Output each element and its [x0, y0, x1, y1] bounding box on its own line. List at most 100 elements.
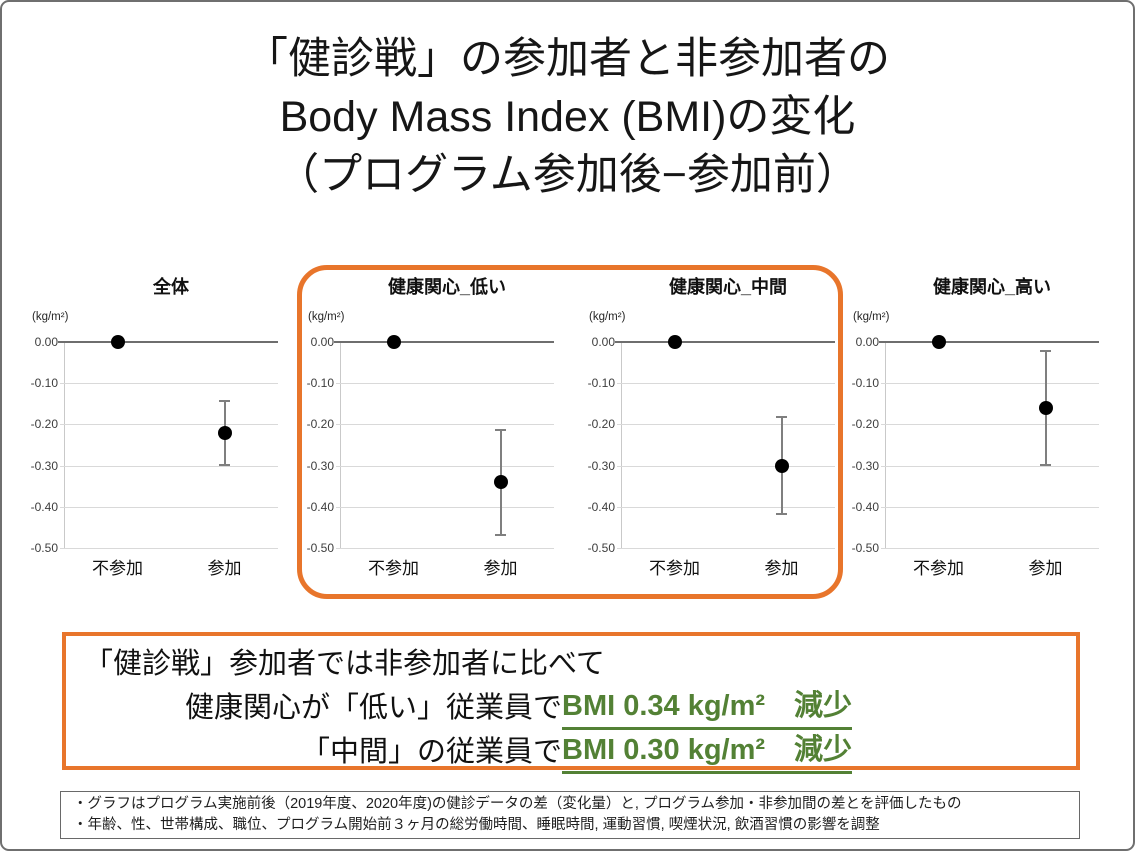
x-category-label: 不参加	[913, 559, 964, 578]
chart-interest-low: 健康関心_低い (kg/m²) 0.00 -0.10 -0.20 -0.30 -0.40…	[296, 264, 554, 580]
gridline	[336, 424, 554, 426]
gridline	[617, 383, 835, 385]
footnote-box: ・グラフはプログラム実施前後（2019年度、2020年度)の健診データの差（変化…	[60, 791, 1080, 839]
chart-title: 健康関心_低い	[387, 277, 506, 297]
conclusion-line-2: 健康関心が「低い」従業員で BMI 0.34 kg/m² 減少	[66, 686, 1076, 730]
y-tick-label: -0.40	[306, 499, 334, 514]
data-point	[217, 425, 232, 440]
y-tick-label: -0.50	[851, 541, 879, 555]
gridline	[617, 548, 835, 549]
y-tick-label: -0.50	[30, 541, 58, 555]
gridline	[336, 548, 554, 549]
y-axis-line	[340, 342, 341, 548]
y-axis-line	[885, 342, 886, 548]
x-category-label: 不参加	[92, 559, 143, 578]
y-tick-label: 0.00	[34, 335, 58, 349]
gridline	[336, 383, 554, 385]
data-point	[493, 475, 508, 490]
chart-interest-middle: 健康関心_中間 (kg/m²) 0.00 -0.10 -0.20 -0.30 -0.40…	[577, 264, 835, 580]
x-axis-labels: 不参加 参加	[340, 554, 554, 580]
slide-title-line-3: （プログラム参加後−参加前）	[276, 151, 859, 199]
y-tick-label: -0.20	[30, 417, 58, 432]
conclusion-line-2-prefix: 健康関心が「低い」従業員で	[184, 692, 562, 724]
slide-title-line-2: Body Mass Index (BMI)の変化	[279, 93, 856, 141]
gridline	[60, 383, 278, 385]
slide-title-line-1: 「健診戦」の参加者と非参加者の	[245, 35, 890, 83]
data-point	[386, 335, 401, 349]
gridline	[881, 424, 1099, 426]
gridline	[336, 465, 554, 467]
y-axis-tick-labels: 0.00 -0.10 -0.20 -0.30 -0.40 -0.50	[296, 335, 340, 555]
plot-area	[879, 335, 1099, 549]
data-point	[931, 335, 946, 349]
y-tick-label: 0.00	[591, 335, 615, 349]
x-category-label: 参加	[483, 559, 518, 578]
data-point	[774, 458, 789, 473]
gridline	[60, 465, 278, 467]
gridline	[60, 424, 278, 426]
error-bar-cap-bottom	[1040, 463, 1051, 466]
conclusion-line-3-result: BMI 0.30 kg/m² 減少	[562, 730, 853, 774]
x-category-label: 不参加	[649, 559, 700, 578]
plot-area	[58, 335, 278, 549]
y-axis-line	[621, 342, 622, 548]
y-tick-label: -0.40	[30, 499, 58, 514]
y-axis-tick-labels: 0.00 -0.10 -0.20 -0.30 -0.40 -0.50	[20, 335, 64, 555]
y-tick-label: -0.20	[587, 417, 615, 432]
chart-title: 健康関心_中間	[668, 277, 787, 297]
chart-title: 健康関心_高い	[932, 277, 1051, 297]
conclusion-box: 「健診戦」参加者では非参加者に比べて 健康関心が「低い」従業員で BMI 0.3…	[62, 632, 1080, 774]
gridline	[60, 548, 278, 549]
gridline	[881, 465, 1099, 467]
y-tick-label: -0.30	[587, 458, 615, 473]
gridline	[617, 506, 835, 508]
y-tick-label: -0.50	[306, 541, 334, 555]
gridline	[617, 465, 835, 467]
x-category-label: 不参加	[368, 559, 419, 578]
gridline	[881, 548, 1099, 549]
error-bar-cap-bottom	[495, 533, 506, 536]
y-tick-label: -0.10	[587, 376, 615, 391]
x-category-label: 参加	[207, 559, 242, 578]
chart-title: 全体	[153, 277, 189, 297]
y-tick-label: -0.30	[30, 458, 58, 473]
chart-interest-high: 健康関心_高い (kg/m²) 0.00 -0.10 -0.20 -0.30 -0.40…	[841, 264, 1099, 580]
y-axis-unit-label: (kg/m²)	[853, 311, 890, 323]
gridline	[881, 506, 1099, 508]
error-bar-cap-top	[219, 399, 230, 402]
zero-axis-line	[334, 341, 554, 343]
y-axis-tick-labels: 0.00 -0.10 -0.20 -0.30 -0.40 -0.50	[577, 335, 621, 555]
zero-axis-line	[615, 341, 835, 343]
data-point	[110, 335, 125, 349]
conclusion-line-2-result: BMI 0.34 kg/m² 減少	[562, 686, 853, 730]
conclusion-line-3-prefix: 「中間」の従業員で	[300, 736, 562, 768]
y-tick-label: -0.30	[306, 458, 334, 473]
slide-title: 「健診戦」の参加者と非参加者の Body Mass Index (BMI)の変化…	[2, 30, 1133, 204]
data-point	[667, 335, 682, 349]
conclusion-line-1: 「健診戦」参加者では非参加者に比べて	[84, 648, 605, 680]
y-tick-label: -0.10	[306, 376, 334, 391]
x-category-label: 参加	[764, 559, 799, 578]
y-tick-label: -0.20	[306, 417, 334, 432]
error-bar-cap-top	[776, 416, 787, 419]
error-bar-cap-bottom	[219, 463, 230, 466]
gridline	[881, 383, 1099, 385]
y-axis-unit-label: (kg/m²)	[308, 311, 345, 323]
footnote-line-1: ・グラフはプログラム実施前後（2019年度、2020年度)の健診データの差（変化…	[73, 796, 962, 812]
y-axis-tick-labels: 0.00 -0.10 -0.20 -0.30 -0.40 -0.50	[841, 335, 885, 555]
gridline	[60, 506, 278, 508]
y-tick-label: 0.00	[855, 335, 879, 349]
orange-highlight-frame	[297, 265, 843, 599]
zero-axis-line	[58, 341, 278, 343]
footnote-line-2: ・年齢、性、世帯構成、職位、プログラム開始前３ヶ月の総労働時間、睡眠時間, 運動…	[73, 817, 880, 833]
gridline	[617, 424, 835, 426]
y-tick-label: 0.00	[310, 335, 334, 349]
x-category-label: 参加	[1028, 559, 1063, 578]
chart-overall: 全体 (kg/m²) 0.00 -0.10 -0.20 -0.30 -0.40 -0.50…	[20, 264, 278, 580]
y-tick-label: -0.30	[851, 458, 879, 473]
error-bar-cap-top	[495, 428, 506, 431]
y-tick-label: -0.40	[851, 499, 879, 514]
y-axis-line	[64, 342, 65, 548]
zero-axis-line	[879, 341, 1099, 343]
